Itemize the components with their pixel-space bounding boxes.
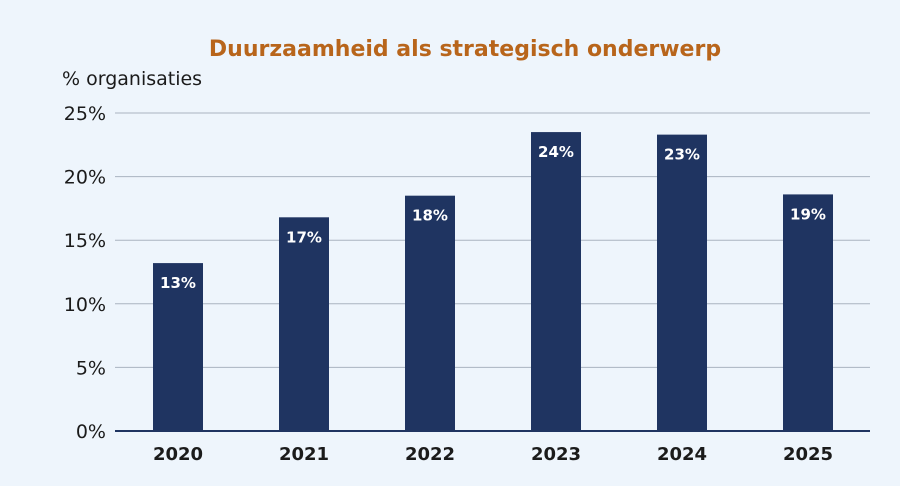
bars [153, 132, 833, 431]
bar-value-label: 13% [160, 274, 196, 292]
y-tick-label: 20% [64, 167, 106, 189]
y-axis-label: % organisaties [62, 68, 202, 90]
x-tick-label: 2022 [405, 444, 455, 465]
bar-2025 [783, 194, 833, 431]
bar-value-labels: 13% 17% 18% 24% 23% 19% [160, 143, 826, 292]
bar-2022 [405, 195, 455, 431]
bar-2021 [279, 217, 329, 431]
y-tick-label: 0% [76, 421, 106, 443]
bar-value-label: 17% [286, 228, 322, 246]
y-tick-label: 25% [64, 103, 106, 125]
x-tick-label: 2023 [531, 444, 581, 465]
bar-2024 [657, 134, 707, 431]
x-axis-ticks: 2020 2021 2022 2023 2024 2025 [153, 444, 833, 465]
y-tick-label: 15% [64, 230, 106, 252]
x-tick-label: 2024 [657, 444, 707, 465]
x-tick-label: 2025 [783, 444, 833, 465]
gridlines [115, 112, 870, 368]
bar-value-label: 19% [790, 205, 826, 223]
y-tick-label: 5% [76, 357, 106, 379]
x-tick-label: 2020 [153, 444, 203, 465]
y-axis-ticks: 0% 5% 10% 15% 20% 25% [64, 103, 106, 443]
bar-value-label: 23% [664, 146, 700, 164]
bar-value-label: 18% [412, 207, 448, 225]
x-tick-label: 2021 [279, 444, 329, 465]
bar-2023 [531, 132, 581, 431]
chart-title: Duurzaamheid als strategisch onderwerp [209, 37, 721, 62]
y-tick-label: 10% [64, 294, 106, 316]
bar-value-label: 24% [538, 143, 574, 161]
bar-2020 [153, 263, 203, 431]
